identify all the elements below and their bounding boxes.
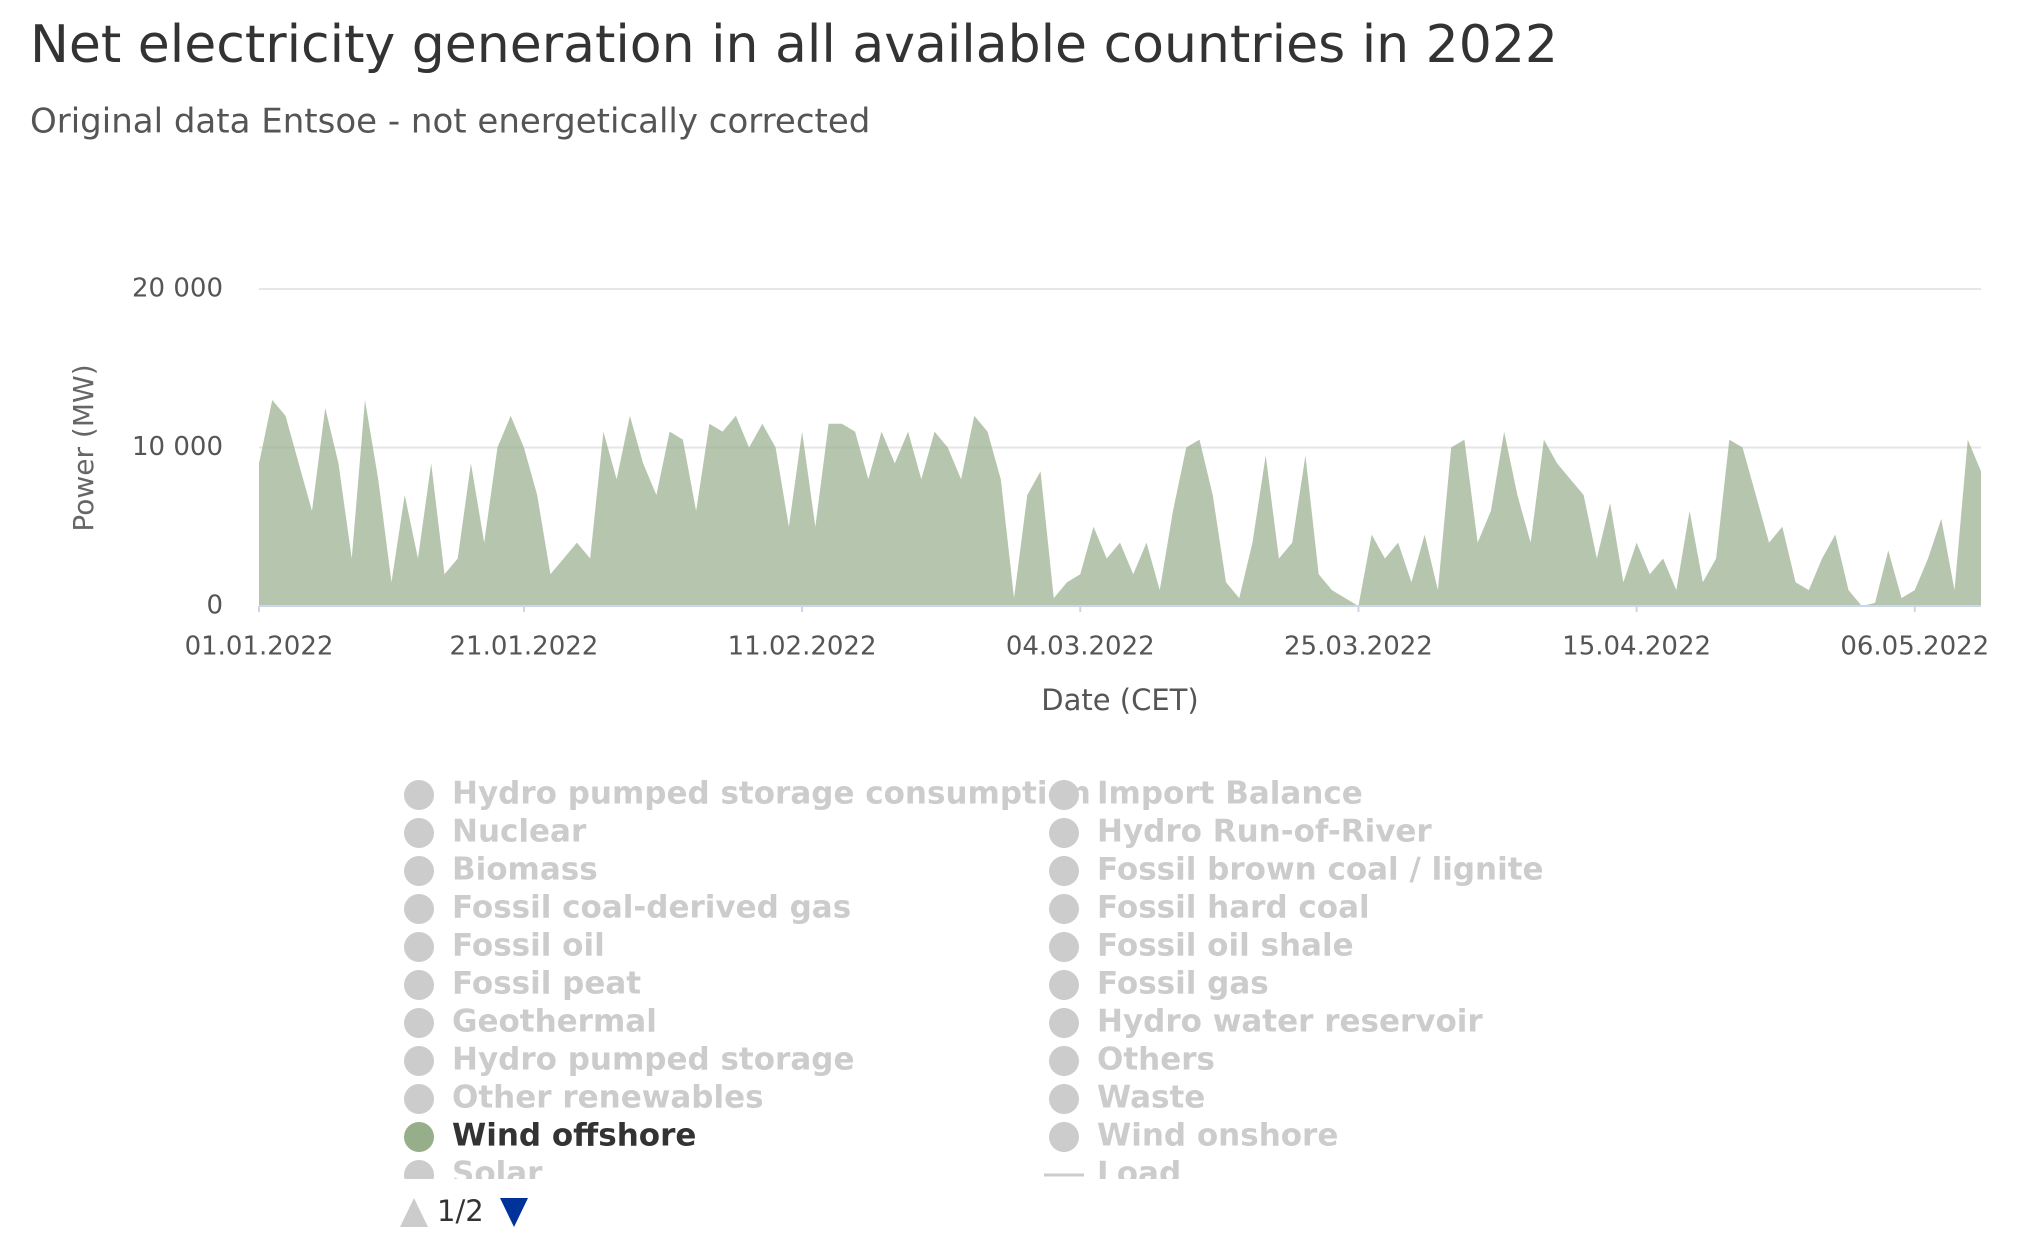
legend-label[interactable]: Load xyxy=(1097,1156,1181,1192)
x-tick-label: 11.02.2022 xyxy=(728,632,877,662)
legend-symbol xyxy=(404,894,434,924)
x-tick-label: 15.04.2022 xyxy=(1562,632,1711,662)
x-axis-title: Date (CET) xyxy=(1041,683,1198,717)
legend-symbol xyxy=(404,932,434,962)
legend-label[interactable]: Biomass xyxy=(452,852,598,888)
pager-text: 1/2 xyxy=(437,1194,484,1228)
legend-label[interactable]: Geothermal xyxy=(452,1004,657,1040)
legend-label[interactable]: Import Balance xyxy=(1097,776,1363,812)
legend-symbol xyxy=(1049,780,1079,810)
y-tick-label: 10 000 xyxy=(132,432,223,462)
legend-symbol xyxy=(1049,932,1079,962)
legend-symbol xyxy=(404,970,434,1000)
plot xyxy=(259,399,1981,607)
legend-label[interactable]: Hydro pumped storage xyxy=(452,1042,854,1078)
legend-label[interactable]: Other renewables xyxy=(452,1080,764,1116)
legend-label[interactable]: Solar xyxy=(452,1156,543,1192)
y-axis-title: Power (MW) xyxy=(67,364,100,531)
pager-up[interactable] xyxy=(400,1198,428,1227)
x-tick-label: 21.01.2022 xyxy=(449,632,598,662)
legend-symbol xyxy=(404,856,434,886)
legend-symbol xyxy=(1049,970,1079,1000)
legend-symbol xyxy=(1049,856,1079,886)
legend-symbol xyxy=(404,1160,434,1179)
grid: 0 10 000 20 000 01.01.2022 21.01.2022 11.02.2… xyxy=(132,274,1989,662)
legend-symbol xyxy=(1049,1008,1079,1038)
legend-label[interactable]: Wind offshore xyxy=(452,1118,696,1154)
legend-label[interactable]: Waste xyxy=(1097,1080,1205,1116)
legend-pager: 1/2 xyxy=(400,1194,528,1228)
legend-label[interactable]: Fossil brown coal / lignite xyxy=(1097,852,1544,888)
x-tick-label: 01.01.2022 xyxy=(185,632,334,662)
pager-down[interactable] xyxy=(500,1198,528,1227)
legend-symbol xyxy=(1049,818,1079,848)
x-tick-label: 06.05.2022 xyxy=(1840,632,1989,662)
x-tick-label: 25.03.2022 xyxy=(1284,632,1433,662)
legend-symbol xyxy=(1049,1122,1079,1152)
area xyxy=(259,399,1981,606)
legend-symbol xyxy=(1049,894,1079,924)
legend-label[interactable]: Fossil gas xyxy=(1097,966,1269,1002)
chart-title: Net electricity generation in all availa… xyxy=(30,15,1558,75)
legend-label[interactable]: Hydro water reservoir xyxy=(1097,1004,1483,1040)
legend-symbol xyxy=(404,1008,434,1038)
legend-label[interactable]: Fossil oil xyxy=(452,928,605,964)
legend-symbol xyxy=(404,1122,434,1152)
legend-label[interactable]: Fossil coal-derived gas xyxy=(452,890,851,926)
legend-label[interactable]: Nuclear xyxy=(452,814,587,850)
y-tick-label: 20 000 xyxy=(132,274,223,304)
legend-label[interactable]: Others xyxy=(1097,1042,1215,1078)
legend: Hydro pumped storage consumption Import B… xyxy=(404,776,1544,1192)
legend-symbol xyxy=(404,1084,434,1114)
x-tick-label: 04.03.2022 xyxy=(1006,632,1155,662)
legend-label[interactable]: Fossil hard coal xyxy=(1097,890,1370,926)
legend-label[interactable]: Hydro pumped storage consumption xyxy=(452,776,1091,812)
legend-symbol xyxy=(1049,1046,1079,1076)
legend-label[interactable]: Hydro Run-of-River xyxy=(1097,814,1432,850)
y-tick-label: 0 xyxy=(206,591,223,621)
legend-symbol xyxy=(404,1046,434,1076)
legend-label[interactable]: Wind onshore xyxy=(1097,1118,1338,1154)
legend-symbol xyxy=(404,818,434,848)
chart-subtitle: Original data Entsoe - not energetically… xyxy=(30,102,870,142)
legend-label[interactable]: Fossil peat xyxy=(452,966,641,1002)
legend-label[interactable]: Fossil oil shale xyxy=(1097,928,1354,964)
legend-symbol xyxy=(1049,1084,1079,1114)
legend-symbol xyxy=(404,780,434,810)
